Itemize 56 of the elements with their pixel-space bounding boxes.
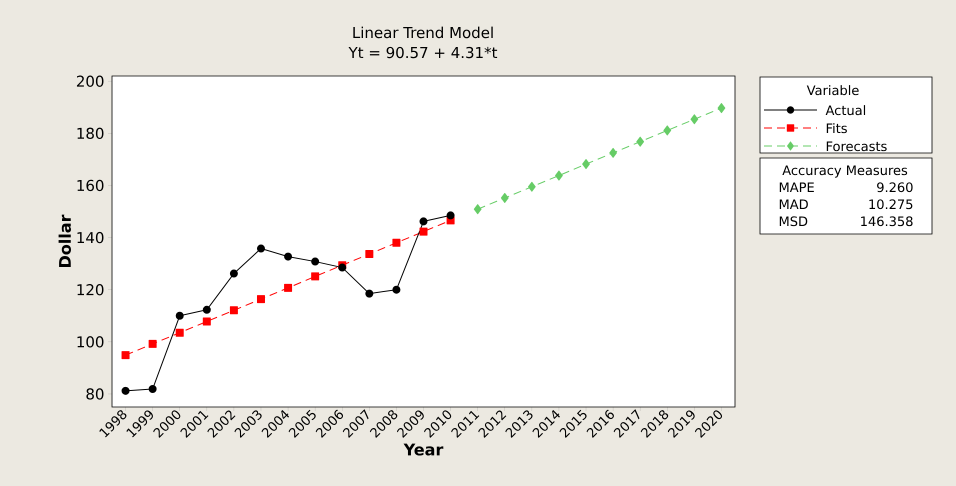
point <box>528 182 536 192</box>
chart-subtitle: Yt = 90.57 + 4.31*t <box>348 46 498 58</box>
y-tick-label: 140 <box>77 232 104 244</box>
point <box>311 258 320 266</box>
y-axis-title: Dollar <box>58 214 71 267</box>
text: 9.260 <box>877 182 913 192</box>
point <box>202 318 211 326</box>
point <box>230 306 238 314</box>
point <box>338 264 346 272</box>
point <box>122 386 130 395</box>
text: Accuracy Measures <box>782 166 908 178</box>
point <box>420 228 428 236</box>
point <box>582 159 590 170</box>
y-tick-label: 120 <box>77 284 104 296</box>
legend-label: Fits <box>826 123 847 134</box>
point <box>284 284 292 292</box>
point <box>392 286 400 294</box>
y-tick-label: 200 <box>76 76 104 87</box>
text: 10.275 <box>869 199 912 210</box>
text: MAPE <box>780 182 814 192</box>
point <box>365 290 374 298</box>
point <box>148 340 157 348</box>
point <box>230 270 238 278</box>
point <box>122 351 130 360</box>
point <box>392 238 400 247</box>
point <box>176 328 184 337</box>
point <box>636 136 644 147</box>
point <box>148 385 157 394</box>
y-tick-label: 180 <box>77 128 104 140</box>
y-tick-label: 80 <box>86 388 104 400</box>
text: MAD <box>780 200 808 209</box>
point <box>311 272 320 280</box>
point <box>256 295 265 304</box>
point <box>718 103 726 114</box>
point <box>500 192 509 203</box>
point <box>609 148 617 158</box>
point <box>202 306 211 314</box>
x-axis-title: Year <box>404 444 444 456</box>
legend-label: Actual <box>826 105 866 116</box>
text: MSD <box>780 216 808 226</box>
point <box>256 244 265 253</box>
legend-title: Variable <box>806 85 859 96</box>
point <box>365 250 374 258</box>
point <box>446 211 455 220</box>
point <box>663 125 672 136</box>
point <box>555 170 563 181</box>
chart-title: Linear Trend Model <box>353 26 493 38</box>
text: 146.358 <box>861 216 913 226</box>
point <box>690 114 698 124</box>
point <box>284 252 292 261</box>
y-tick-label: 100 <box>77 336 104 348</box>
point <box>474 204 482 214</box>
y-tick-label: 160 <box>77 180 104 192</box>
legend-label: Forecasts <box>826 142 887 152</box>
point <box>420 217 428 226</box>
point <box>176 312 184 320</box>
